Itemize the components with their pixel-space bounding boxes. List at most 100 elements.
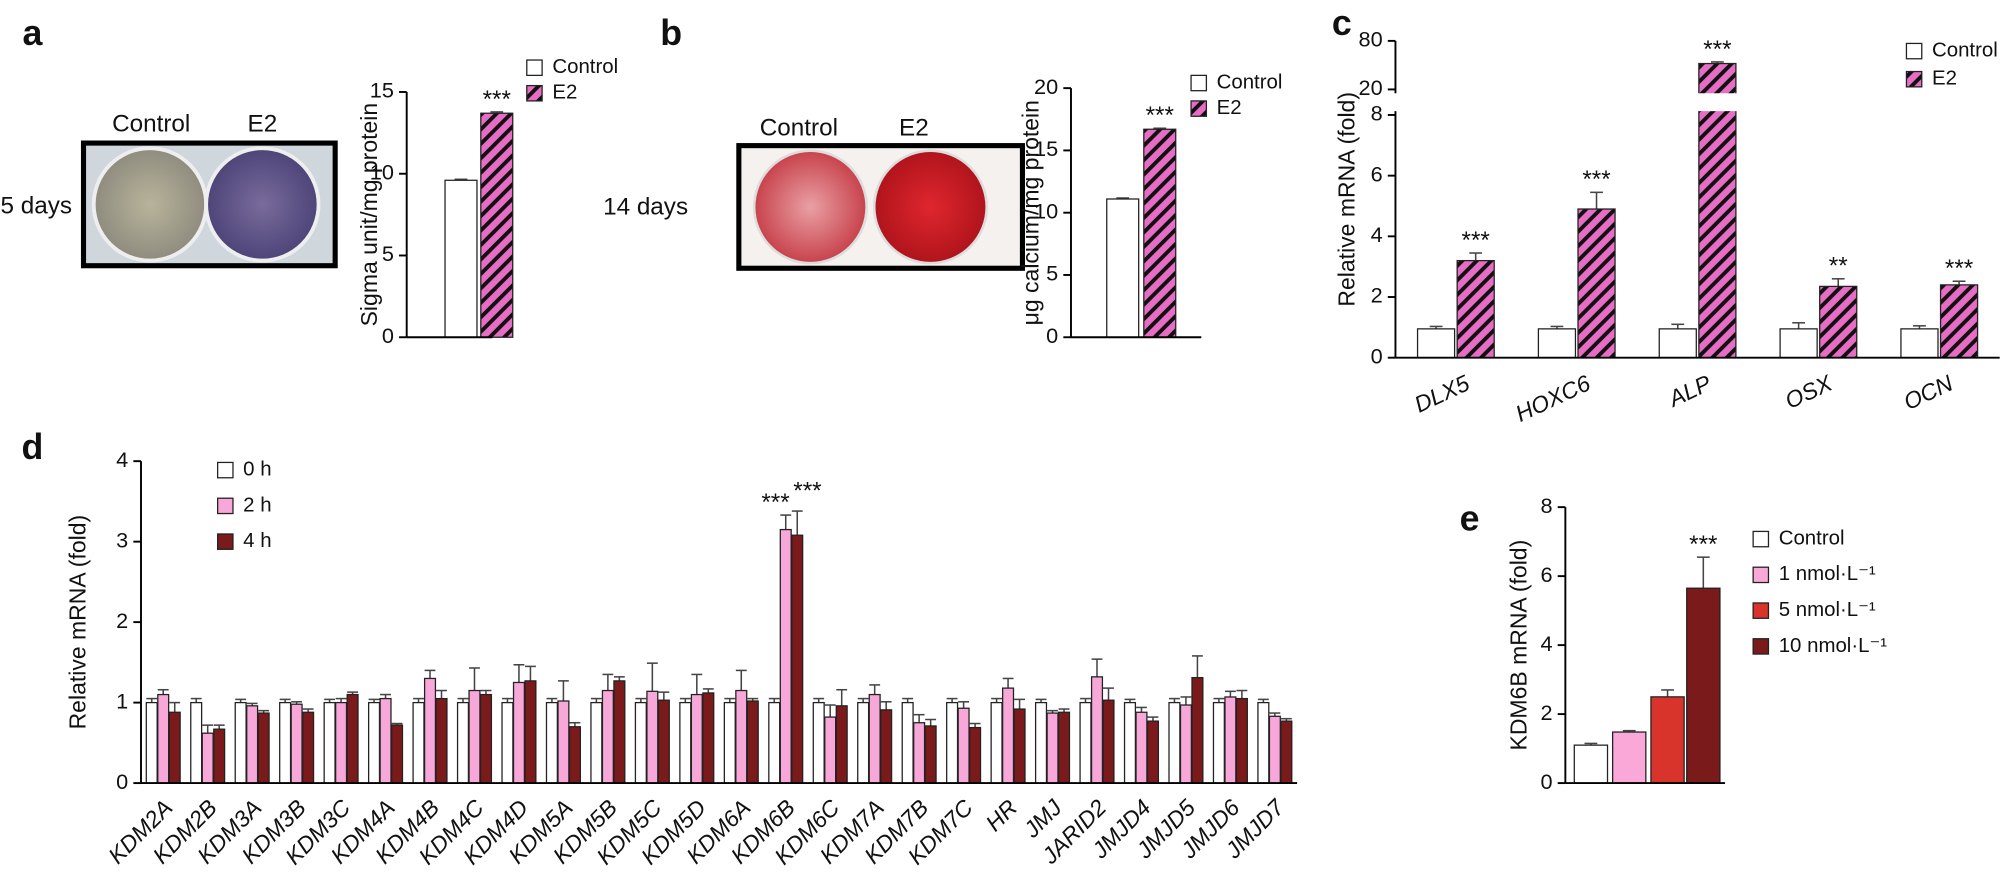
bar [423,677,437,784]
y-tick-label: 15 [1034,136,1058,161]
legend-swatch [217,533,234,550]
bar [213,728,226,784]
image-label: Control [760,114,838,141]
bar [1779,328,1818,359]
bar [679,701,692,784]
legend-swatch [1905,70,1923,88]
bar [1456,259,1495,359]
photo-b [736,143,1025,271]
y-tick-label: 0 [1371,343,1383,368]
bar [868,693,881,784]
y-axis-label: Sigma unit/mg protein [356,103,382,327]
panel-letter: d [21,427,43,467]
bar [246,705,259,784]
y-tick-label: 6 [1541,562,1553,587]
legend-label: 1 nmol·L⁻¹ [1779,563,1876,585]
bar [1146,720,1160,784]
bar [768,701,781,784]
y-tick-label: 0 [1541,769,1553,794]
bar [290,703,303,784]
y-tick-label: 0 [116,769,128,794]
bar [379,697,392,784]
bar [779,528,792,784]
significance: *** [1146,102,1175,129]
bar [812,701,825,784]
bar [590,701,603,784]
bar [435,697,448,784]
x-tick-label: OCN [1899,370,1957,415]
legend-swatch [1752,566,1770,584]
bar [835,705,848,784]
bar [1280,720,1293,784]
bar [1106,198,1140,338]
y-tick-label: 5 [382,241,394,266]
bar [690,693,703,784]
bar [990,701,1003,784]
image-label: E2 [899,114,929,141]
bar [1212,701,1225,784]
legend-label: Control [552,56,618,78]
bar [1686,587,1721,784]
legend-label: E2 [552,82,577,104]
x-tick-label: DLX5 [1410,370,1473,418]
legend-swatch [526,59,543,77]
y-axis-label: Relative mRNA (fold) [1333,92,1359,307]
y-tick-label: 15 [370,78,394,103]
bar [634,701,647,784]
bar [901,701,914,784]
y-tick-label: 3 [116,527,128,552]
y-tick-label: 80 [1359,27,1383,52]
legend-label: Control [1932,39,1998,61]
bar [524,680,537,784]
bar [1416,328,1456,359]
bar [456,701,470,784]
bar [302,711,315,784]
y-tick-label: 0 [1046,323,1058,348]
legend-label: Control [1217,71,1283,93]
significance: *** [1689,531,1718,558]
bar [924,725,937,784]
bar [857,701,870,784]
bar [367,701,381,784]
bar [279,701,292,784]
photo-a [80,140,338,269]
bar [157,693,170,784]
bar [480,112,514,338]
significance: *** [1703,36,1732,63]
image-label: Control [112,111,190,138]
bar [601,689,614,784]
bar [1179,704,1192,784]
bar [444,179,478,338]
bar [257,712,270,784]
legend-label: 5 nmol·L⁻¹ [1779,599,1876,621]
bar [913,722,926,784]
bar [1191,677,1204,784]
legend-swatch [1190,100,1208,117]
y-tick-label: 8 [1371,101,1383,126]
bar [201,732,214,784]
y-tick-label: 2 [116,608,128,633]
bar [1537,328,1577,359]
panel-letter: e [1460,499,1480,539]
legend-swatch [1905,42,1923,60]
bar [880,709,893,784]
bar [657,699,670,784]
axis-break [1385,93,2000,112]
y-tick-label: 20 [1359,75,1383,100]
image-label: 5 days [0,192,72,219]
panel-letter: c [1332,3,1352,43]
bar [335,701,348,784]
bar [1057,711,1071,784]
bar [1102,699,1115,784]
bar [1002,687,1015,784]
bar [346,693,359,784]
bar [412,701,425,784]
bar [545,701,558,784]
bar [1079,701,1092,784]
bar [1268,715,1281,784]
bar [613,680,626,784]
y-tick-label: 0 [382,323,394,348]
legend-label: 10 nmol·L⁻¹ [1779,635,1888,657]
x-tick-label: HR [980,794,1022,836]
legend-label: Control [1779,527,1845,549]
